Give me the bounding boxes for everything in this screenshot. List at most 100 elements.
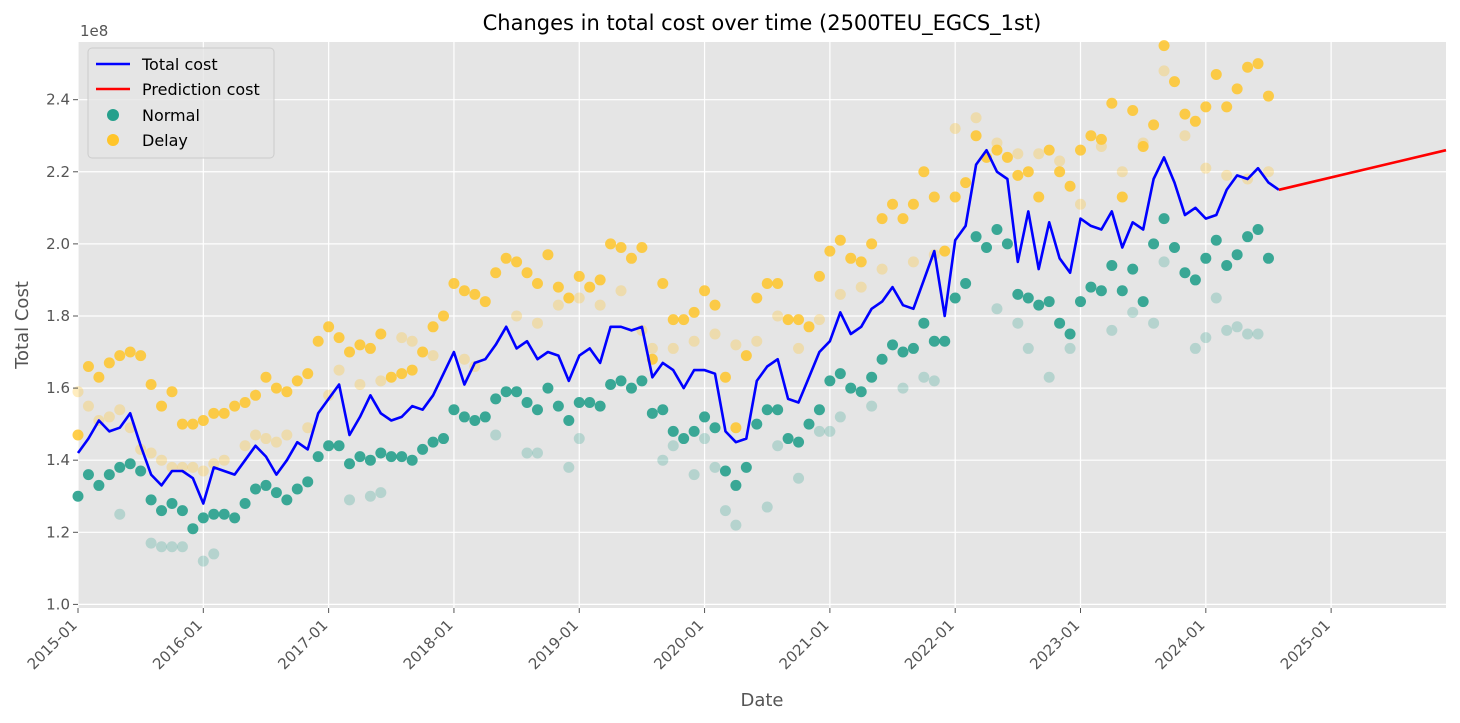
y-tick-label: 1.2 bbox=[46, 523, 70, 541]
prediction-cost-line bbox=[1278, 148, 1447, 192]
normal-point bbox=[385, 451, 397, 463]
legend: Total cost Prediction cost Normal Delay bbox=[87, 47, 275, 159]
normal-point bbox=[103, 469, 115, 481]
grid bbox=[77, 42, 1446, 608]
faint-delay-point bbox=[1033, 148, 1045, 160]
legend-swatch-delay bbox=[107, 134, 119, 146]
normal-point bbox=[1001, 238, 1013, 250]
normal-point bbox=[1252, 223, 1264, 235]
legend-label-total: Total cost bbox=[141, 55, 218, 74]
faint-normal-point bbox=[1210, 292, 1222, 304]
delay-point bbox=[427, 321, 439, 333]
faint-delay-point bbox=[1221, 169, 1233, 181]
normal-point bbox=[291, 483, 303, 495]
normal-point bbox=[855, 386, 867, 398]
delay-point bbox=[396, 368, 408, 380]
delay-point bbox=[845, 252, 857, 264]
delay-point bbox=[417, 346, 429, 358]
faint-delay-point bbox=[730, 339, 742, 351]
faint-delay-point bbox=[813, 314, 825, 326]
normal-point bbox=[176, 505, 188, 517]
delay-point bbox=[1106, 97, 1118, 109]
y-tick-label: 1.8 bbox=[46, 307, 70, 325]
normal-point bbox=[417, 443, 429, 455]
delay-point bbox=[114, 350, 126, 362]
faint-delay-point bbox=[751, 335, 763, 347]
faint-normal-point bbox=[1127, 306, 1139, 318]
normal-point bbox=[323, 440, 335, 452]
faint-normal-point bbox=[344, 494, 356, 506]
normal-point bbox=[1168, 241, 1180, 253]
delay-point bbox=[855, 256, 867, 268]
delay-point bbox=[1179, 108, 1191, 120]
delay-point bbox=[1262, 90, 1274, 102]
delay-point bbox=[1252, 58, 1264, 70]
delay-point bbox=[772, 278, 784, 290]
faint-delay-point bbox=[646, 342, 658, 354]
faint-normal-point bbox=[1064, 342, 1076, 354]
faint-normal-point bbox=[531, 447, 543, 459]
normal-point bbox=[897, 346, 909, 358]
faint-normal-point bbox=[709, 461, 721, 473]
normal-point bbox=[991, 223, 1003, 235]
delay-point bbox=[333, 332, 345, 344]
delay-point bbox=[803, 321, 815, 333]
delay-point bbox=[448, 278, 460, 290]
normal-point bbox=[1137, 296, 1149, 308]
delay-point bbox=[145, 378, 157, 390]
faint-normal-point bbox=[563, 461, 575, 473]
normal-point bbox=[730, 479, 742, 491]
delay-point bbox=[793, 314, 805, 326]
normal-point bbox=[615, 375, 627, 387]
faint-delay-point bbox=[281, 429, 293, 441]
x-tick-label: 2015-01 bbox=[24, 616, 81, 673]
faint-delay-point bbox=[688, 335, 700, 347]
delay-point bbox=[344, 346, 356, 358]
faint-delay-point bbox=[1200, 162, 1212, 174]
faint-normal-point bbox=[1158, 256, 1170, 268]
faint-normal-point bbox=[166, 541, 178, 553]
delay-point bbox=[208, 407, 220, 419]
normal-point bbox=[312, 451, 324, 463]
delay-point bbox=[939, 245, 951, 257]
normal-point bbox=[270, 487, 282, 499]
normal-point bbox=[646, 407, 658, 419]
delay-point bbox=[1158, 40, 1170, 52]
x-tick-label: 2022-01 bbox=[901, 616, 958, 673]
faint-delay-point bbox=[333, 364, 345, 376]
delay-point bbox=[406, 364, 418, 376]
delay-point bbox=[302, 368, 314, 380]
normal-point bbox=[605, 378, 617, 390]
delay-point bbox=[625, 252, 637, 264]
normal-point bbox=[1262, 252, 1274, 264]
delay-point bbox=[918, 166, 930, 178]
faint-normal-point bbox=[375, 487, 387, 499]
x-tick-label: 2021-01 bbox=[776, 616, 833, 673]
normal-point bbox=[93, 479, 105, 491]
normal-point bbox=[250, 483, 262, 495]
delay-point bbox=[187, 418, 199, 430]
normal-point bbox=[197, 512, 209, 524]
normal-point bbox=[375, 447, 387, 459]
normal-point bbox=[479, 411, 491, 423]
delay-point bbox=[1242, 61, 1254, 73]
faint-normal-point bbox=[866, 400, 878, 412]
y-scale-label: 1e8 bbox=[80, 22, 108, 40]
delay-point bbox=[699, 285, 711, 297]
faint-normal-point bbox=[1043, 371, 1055, 383]
delay-point bbox=[1043, 144, 1055, 156]
delay-point bbox=[93, 371, 105, 383]
normal-point bbox=[866, 371, 878, 383]
faint-delay-point bbox=[218, 454, 230, 466]
delay-point bbox=[511, 256, 523, 268]
faint-delay-point bbox=[427, 350, 439, 362]
normal-point bbox=[751, 418, 763, 430]
x-tick-label: 2016-01 bbox=[149, 616, 206, 673]
faint-normal-point bbox=[1022, 342, 1034, 354]
normal-point bbox=[709, 422, 721, 434]
delay-point bbox=[761, 278, 773, 290]
delay-point bbox=[250, 389, 262, 401]
delay-point bbox=[437, 310, 449, 322]
x-tick-label: 2024-01 bbox=[1152, 616, 1209, 673]
faint-normal-point bbox=[156, 541, 168, 553]
